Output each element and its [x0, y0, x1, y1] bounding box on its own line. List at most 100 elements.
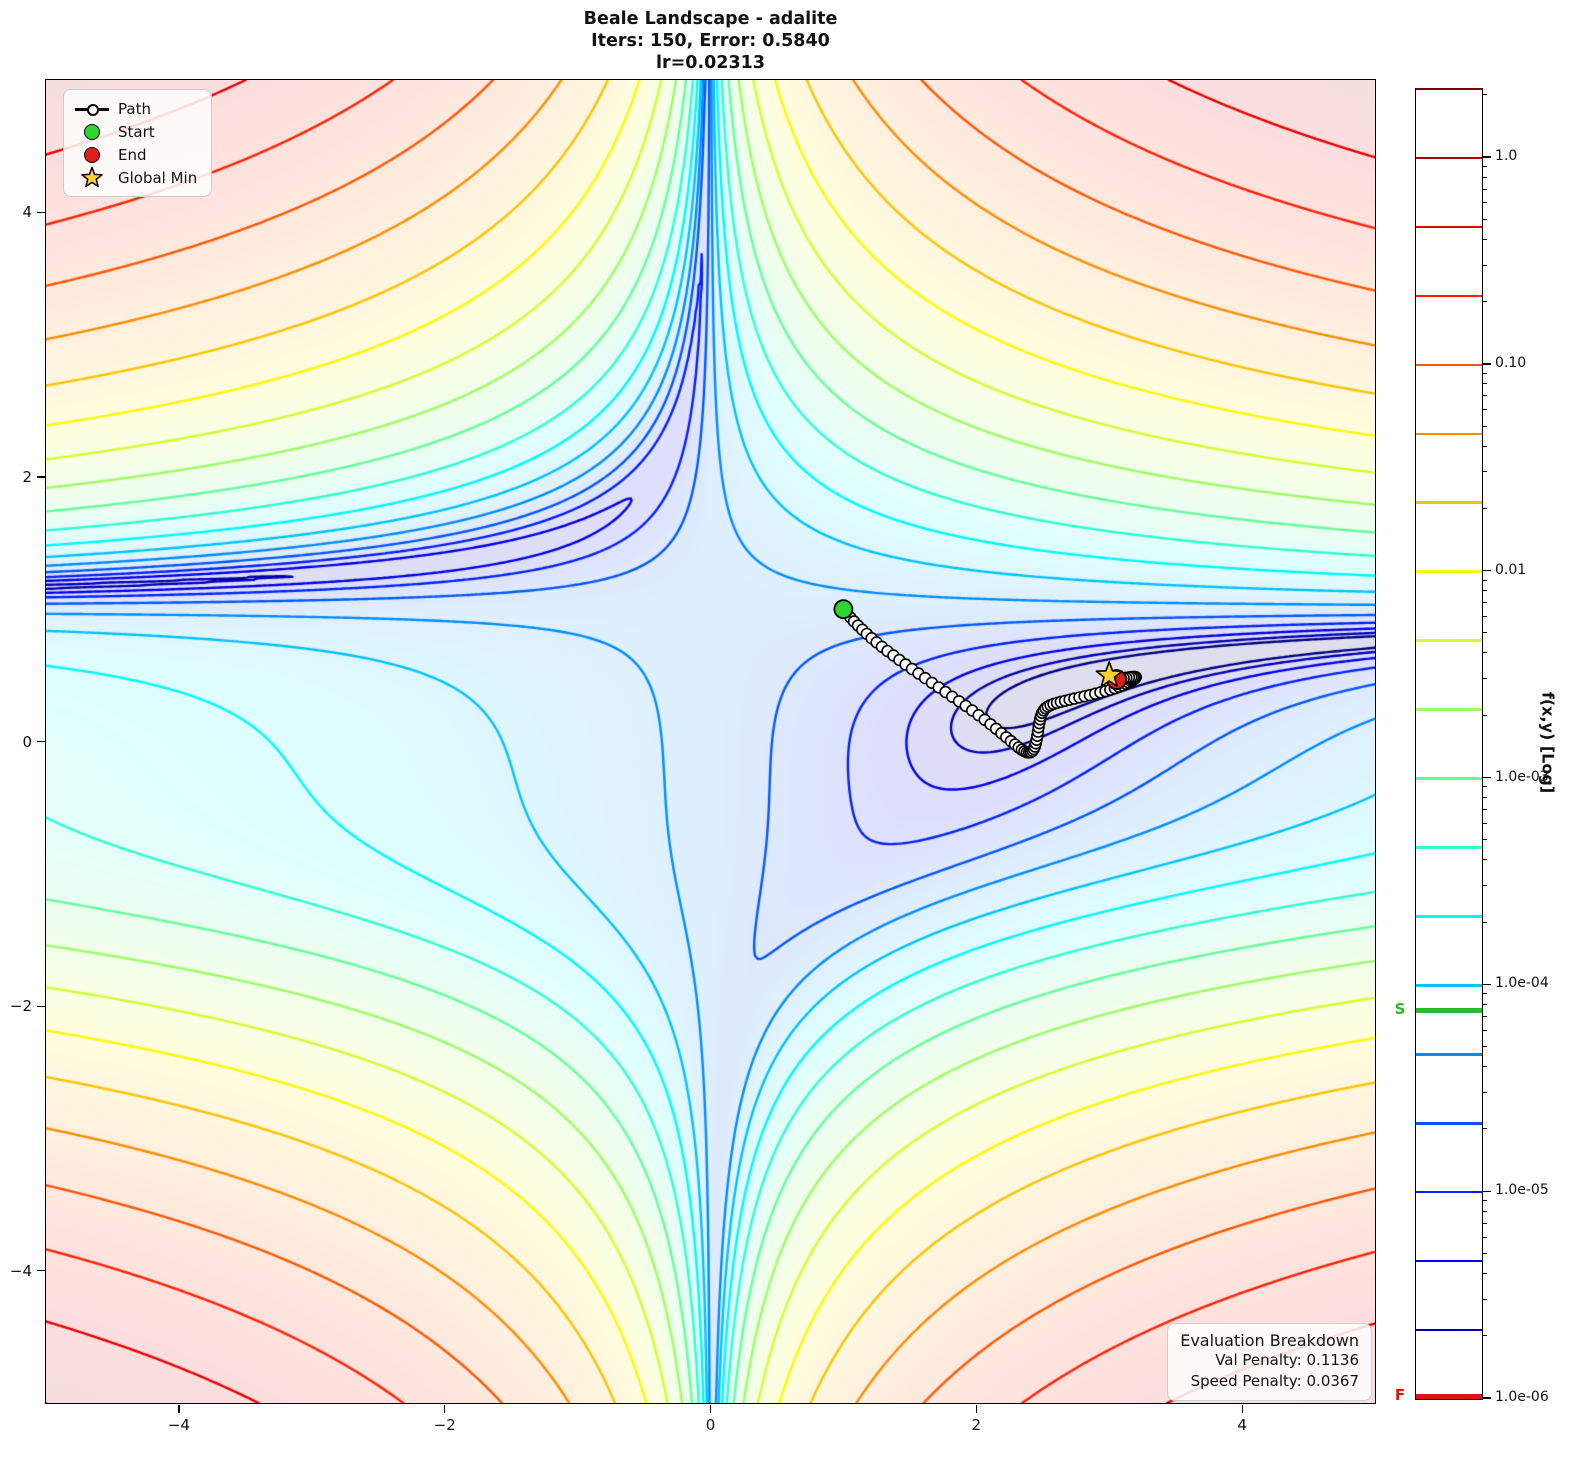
colorbar-final-value-line: [1416, 1394, 1482, 1399]
colorbar-level-line: [1416, 363, 1482, 366]
colorbar-tick-label: 1.0e-04: [1495, 975, 1549, 992]
contour-canvas: [46, 80, 1375, 1403]
legend: Path Start End Global Min: [63, 89, 213, 197]
colorbar-level-line: [1416, 1397, 1482, 1401]
legend-label: Start: [118, 122, 155, 141]
colorbar-tick-label: 1.0e-03: [1495, 768, 1549, 785]
colorbar-minor-tick: [1482, 1029, 1487, 1031]
colorbar-level-line: [1416, 294, 1482, 298]
end-circle-icon: [74, 146, 110, 163]
evaluation-breakdown-box: Evaluation Breakdown Val Penalty: 0.1136…: [1167, 1323, 1372, 1401]
colorbar-tick-mark: [1482, 156, 1491, 158]
colorbar-minor-tick: [1482, 1236, 1487, 1238]
colorbar-minor-tick: [1482, 409, 1487, 411]
colorbar-minor-tick: [1482, 786, 1487, 788]
colorbar-level-line: [1416, 1190, 1482, 1194]
colorbar-tick-label: 1.0: [1495, 147, 1518, 164]
y-tick-mark: [36, 1270, 45, 1272]
colorbar-minor-tick: [1482, 590, 1487, 592]
speed-penalty: Speed Penalty: 0.0367: [1190, 1372, 1359, 1390]
y-tick-mark: [36, 1005, 45, 1007]
colorbar-minor-tick: [1482, 1066, 1487, 1068]
evaluation-breakdown-title: Evaluation Breakdown: [1180, 1331, 1359, 1350]
colorbar-level-line: [1416, 846, 1482, 849]
colorbar-minor-tick: [1482, 632, 1487, 634]
x-tick-label: 4: [1237, 1416, 1247, 1434]
colorbar-minor-tick: [1482, 678, 1487, 680]
colorbar-minor-tick: [1482, 1335, 1487, 1337]
colorbar-minor-tick: [1482, 425, 1487, 427]
colorbar-level-line: [1416, 1328, 1482, 1332]
y-tick-mark: [36, 211, 45, 214]
colorbar-minor-tick: [1482, 616, 1487, 618]
optimization-path: [842, 608, 1138, 754]
colorbar-minor-tick: [1482, 445, 1487, 447]
legend-item-end: End: [74, 143, 197, 166]
colorbar-minor-tick: [1482, 1210, 1487, 1212]
colorbar-minor-tick: [1482, 579, 1487, 581]
colorbar-minor-tick: [1482, 383, 1487, 385]
colorbar-start-label: S: [1394, 999, 1406, 1018]
colorbar-minor-tick: [1482, 301, 1487, 303]
x-tick-mark: [709, 1404, 712, 1413]
path-overlay: [833, 599, 1143, 759]
colorbar-minor-tick: [1482, 238, 1487, 240]
colorbar-minor-tick: [1482, 602, 1487, 604]
colorbar: [1415, 87, 1483, 1401]
colorbar-minor-tick: [1482, 822, 1487, 824]
plot-area: Path Start End Global Min Evaluation Bre…: [45, 79, 1376, 1404]
colorbar-minor-tick: [1482, 1200, 1487, 1202]
x-tick-label: −4: [167, 1416, 190, 1434]
colorbar-tick-mark: [1482, 983, 1491, 986]
colorbar-level-line: [1416, 570, 1482, 573]
y-tick-mark: [36, 740, 45, 743]
colorbar-tick-mark: [1482, 776, 1491, 779]
start-marker: [833, 599, 854, 620]
chart-title: Beale Landscape - adalite: [583, 9, 838, 29]
colorbar-level-line: [1416, 225, 1482, 229]
colorbar-tick-label: 1.0e-06: [1495, 1389, 1549, 1405]
colorbar-minor-tick: [1482, 165, 1487, 167]
colorbar-minor-tick: [1482, 1015, 1487, 1017]
y-tick-label: −2: [9, 997, 32, 1016]
path-markers: [837, 602, 1143, 759]
legend-label: Global Min: [118, 168, 198, 187]
colorbar-minor-tick: [1482, 839, 1487, 841]
colorbar-minor-tick: [1482, 1046, 1487, 1048]
colorbar-minor-tick: [1482, 507, 1487, 509]
colorbar-minor-tick: [1482, 993, 1487, 995]
colorbar-level-line: [1416, 984, 1482, 987]
legend-label: End: [118, 145, 147, 164]
colorbar-minor-tick: [1482, 859, 1487, 861]
colorbar-minor-tick: [1482, 176, 1487, 178]
colorbar-minor-tick: [1482, 218, 1487, 220]
colorbar-minor-tick: [1482, 1128, 1487, 1130]
y-tick-label: 0: [22, 732, 32, 751]
start-circle-icon: [74, 123, 110, 140]
global-min-star-icon: [1095, 661, 1123, 688]
colorbar-tick-label: 0.01: [1495, 561, 1527, 578]
colorbar-start-value-line: [1416, 1007, 1482, 1013]
colorbar-level-line: [1416, 501, 1482, 504]
colorbar-minor-tick: [1482, 714, 1487, 716]
y-tick-label: 2: [22, 467, 32, 486]
colorbar-level-line: [1416, 915, 1482, 918]
path-line-icon: [74, 103, 110, 116]
colorbar-tick-mark: [1482, 1397, 1491, 1399]
colorbar-minor-tick: [1482, 885, 1487, 887]
x-tick-mark: [1241, 1404, 1243, 1413]
val-penalty: Val Penalty: 0.1136: [1215, 1351, 1359, 1369]
colorbar-tick-mark: [1482, 570, 1491, 572]
x-tick-mark: [444, 1404, 446, 1413]
colorbar-minor-tick: [1482, 797, 1487, 799]
colorbar-minor-tick: [1482, 1273, 1487, 1275]
colorbar-minor-tick: [1482, 1222, 1487, 1224]
star-icon: [74, 166, 110, 190]
colorbar-level-line: [1416, 639, 1482, 642]
colorbar-minor-tick: [1482, 202, 1487, 204]
colorbar-minor-tick: [1482, 264, 1487, 266]
legend-item-start: Start: [74, 120, 197, 143]
colorbar-minor-tick: [1482, 372, 1487, 374]
colorbar-minor-tick: [1482, 471, 1487, 473]
x-tick-mark: [975, 1404, 978, 1413]
